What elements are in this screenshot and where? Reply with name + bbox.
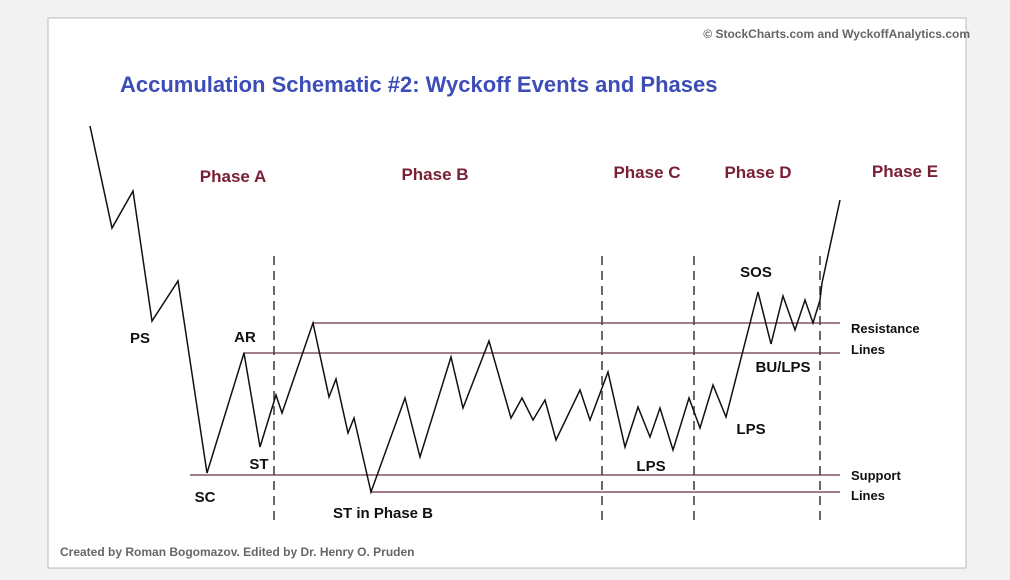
line-label: Support [851, 468, 901, 483]
event-label: LPS [636, 458, 665, 475]
event-label: LPS [736, 421, 765, 438]
event-labels: PS AR ST SC ST in Phase B LPS LPS BU/LPS… [130, 264, 811, 522]
panel [47, 17, 967, 569]
event-label: SC [195, 489, 216, 506]
line-labels: Resistance Lines Support Lines [851, 321, 920, 503]
event-label: ST [249, 456, 268, 473]
event-label: ST in Phase B [333, 505, 433, 522]
line-label: Lines [851, 342, 885, 357]
line-label: Resistance [851, 321, 920, 336]
event-label: BU/LPS [755, 359, 810, 376]
phase-label: Phase E [872, 162, 938, 181]
credit: Created by Roman Bogomazov. Edited by Dr… [60, 545, 415, 559]
phase-labels: Phase A Phase B Phase C Phase D Phase E [200, 162, 938, 186]
event-label: AR [234, 329, 256, 346]
phase-label: Phase D [724, 163, 791, 182]
event-label: PS [130, 330, 150, 347]
price-path [89, 125, 841, 495]
phase-label: Phase B [401, 165, 468, 184]
event-label: SOS [740, 264, 772, 281]
phase-label: Phase C [613, 163, 680, 182]
title: Accumulation Schematic #2: Wyckoff Event… [120, 72, 717, 97]
lines [190, 256, 840, 524]
line-label: Lines [851, 488, 885, 503]
copyright: © StockCharts.com and WyckoffAnalytics.c… [703, 27, 970, 41]
phase-label: Phase A [200, 167, 266, 186]
